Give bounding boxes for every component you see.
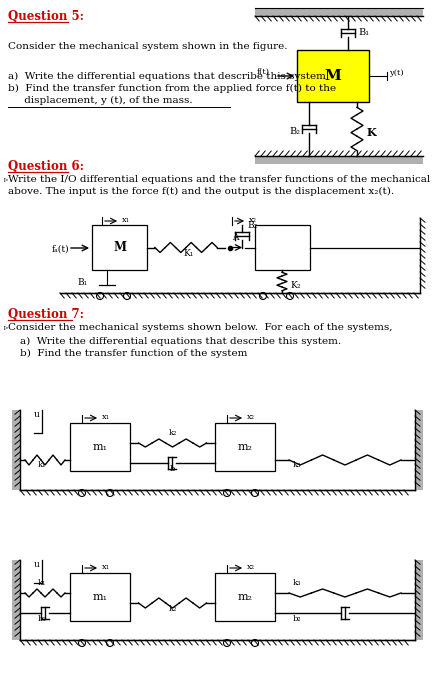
Text: Consider the mechanical systems shown below.  For each of the systems,: Consider the mechanical systems shown be… bbox=[8, 323, 391, 332]
Text: b)  Find the transfer function of the system: b) Find the transfer function of the sys… bbox=[20, 349, 247, 358]
Text: M: M bbox=[324, 69, 341, 83]
Text: a)  Write the differential equations that describe this system.: a) Write the differential equations that… bbox=[8, 72, 329, 81]
Text: u: u bbox=[34, 560, 40, 569]
Text: b₂: b₂ bbox=[292, 615, 301, 623]
Bar bbox=[12, 560, 20, 640]
Bar bbox=[12, 410, 20, 490]
Text: m₂: m₂ bbox=[237, 592, 252, 602]
Text: Question 7:: Question 7: bbox=[8, 308, 84, 321]
Bar bbox=[296, 50, 368, 102]
Text: Write the I/O differential equations and the transfer functions of the mechanica: Write the I/O differential equations and… bbox=[8, 175, 434, 184]
Text: k₃: k₃ bbox=[292, 461, 300, 469]
Text: m₂: m₂ bbox=[237, 442, 252, 452]
Bar bbox=[254, 225, 309, 270]
Text: k₁: k₁ bbox=[38, 579, 46, 587]
Text: y(t): y(t) bbox=[388, 69, 403, 77]
Text: ▹: ▹ bbox=[4, 174, 8, 183]
Text: x₁: x₁ bbox=[102, 563, 110, 571]
Text: b)  Find the transfer function from the applied force f(t) to the: b) Find the transfer function from the a… bbox=[8, 84, 335, 93]
Text: Question 5:: Question 5: bbox=[8, 10, 84, 23]
Bar bbox=[254, 8, 422, 16]
Text: B₂: B₂ bbox=[247, 221, 256, 230]
Bar bbox=[214, 423, 274, 471]
Text: u: u bbox=[34, 410, 40, 419]
Bar bbox=[92, 225, 147, 270]
Text: k₃: k₃ bbox=[292, 579, 300, 587]
Bar bbox=[414, 410, 422, 490]
Bar bbox=[70, 573, 130, 621]
Text: ▹: ▹ bbox=[4, 322, 8, 331]
Text: a)  Write the differential equations that describe this system.: a) Write the differential equations that… bbox=[20, 337, 340, 346]
Text: x₂: x₂ bbox=[248, 216, 256, 224]
Text: M: M bbox=[113, 241, 126, 254]
Text: Consider the mechanical system shown in the figure.: Consider the mechanical system shown in … bbox=[8, 42, 287, 51]
Text: above. The input is the force f(t) and the output is the displacement x₂(t).: above. The input is the force f(t) and t… bbox=[8, 187, 393, 196]
Bar bbox=[70, 423, 130, 471]
Text: fₐ(t): fₐ(t) bbox=[52, 245, 69, 254]
Text: m₁: m₁ bbox=[92, 442, 107, 452]
Bar bbox=[254, 156, 422, 164]
Text: K₁: K₁ bbox=[183, 248, 193, 258]
Text: K₂: K₂ bbox=[289, 281, 300, 290]
Text: k₂: k₂ bbox=[168, 605, 176, 613]
Text: displacement, y (t), of the mass.: displacement, y (t), of the mass. bbox=[8, 96, 192, 105]
Text: Question 6:: Question 6: bbox=[8, 160, 84, 173]
Text: k₁: k₁ bbox=[38, 461, 46, 469]
Text: x₁: x₁ bbox=[122, 216, 130, 224]
Text: B₁: B₁ bbox=[357, 28, 368, 37]
Bar bbox=[214, 573, 274, 621]
Text: A: A bbox=[231, 232, 238, 241]
Bar bbox=[414, 560, 422, 640]
Text: x₁: x₁ bbox=[102, 413, 110, 421]
Text: k₂: k₂ bbox=[168, 429, 176, 437]
Text: x₂: x₂ bbox=[247, 563, 254, 571]
Text: B₂: B₂ bbox=[288, 127, 299, 136]
Text: K: K bbox=[366, 127, 376, 137]
Text: m₁: m₁ bbox=[92, 592, 107, 602]
Text: f(t): f(t) bbox=[256, 68, 270, 76]
Text: b₁: b₁ bbox=[38, 615, 46, 623]
Text: b: b bbox=[169, 465, 175, 473]
Text: B₁: B₁ bbox=[77, 278, 87, 287]
Text: x₂: x₂ bbox=[247, 413, 254, 421]
